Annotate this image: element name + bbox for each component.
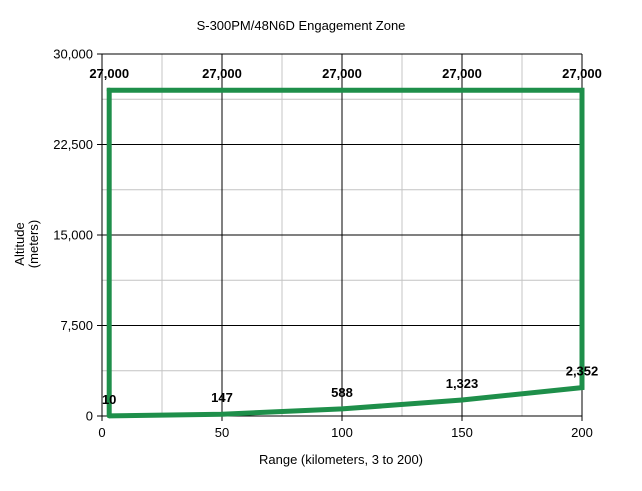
data-point	[339, 406, 345, 412]
y-tick-label: 22,500	[53, 137, 93, 152]
data-point	[106, 87, 112, 93]
data-label: 27,000	[562, 66, 602, 81]
y-tick-label: 30,000	[53, 47, 93, 62]
data-label: 1,323	[446, 376, 479, 391]
y-tick-label: 0	[86, 409, 93, 424]
engagement-zone-series-line	[106, 87, 585, 419]
y-axis-title: Altitude (meters)	[12, 220, 41, 268]
data-label: 27,000	[89, 66, 129, 81]
chart-title: S-300PM/48N6D Engagement Zone	[197, 18, 406, 33]
data-point	[106, 413, 112, 419]
x-axis-title: Range (kilometers, 3 to 200)	[259, 452, 423, 467]
series	[106, 87, 585, 419]
data-point	[459, 397, 465, 403]
data-label: 27,000	[442, 66, 482, 81]
x-tick-label: 150	[451, 425, 473, 440]
x-tick-label: 200	[571, 425, 593, 440]
grid	[102, 53, 583, 416]
data-label: 147	[211, 390, 233, 405]
y-tick-label: 7,500	[60, 318, 93, 333]
data-point	[459, 87, 465, 93]
x-tick-label: 100	[331, 425, 353, 440]
data-point	[579, 385, 585, 391]
data-label: 10	[102, 392, 116, 407]
data-label: 27,000	[322, 66, 362, 81]
data-label: 2,352	[566, 364, 599, 379]
data-point	[579, 87, 585, 93]
axes: 0 50 100 150 200 0 7,500 15,000 22,500 30,000	[53, 47, 593, 441]
data-point	[339, 87, 345, 93]
x-tick-label: 0	[98, 425, 105, 440]
y-axis-title-line-1: Altitude	[12, 222, 27, 265]
data-labels: 10 147 588 1,323 2,352 27,000 27,000 27,000 27,0…	[89, 66, 602, 407]
y-axis-title-line-2: (meters)	[26, 220, 41, 268]
data-point	[219, 411, 225, 417]
data-label: 27,000	[202, 66, 242, 81]
x-tick-label: 50	[215, 425, 229, 440]
y-tick-label: 15,000	[53, 228, 93, 243]
data-point	[219, 87, 225, 93]
data-label: 588	[331, 385, 353, 400]
